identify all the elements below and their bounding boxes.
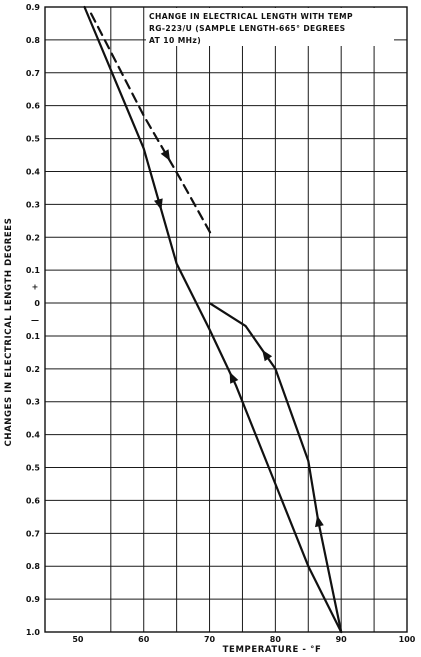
- direction-arrow-2: [262, 349, 273, 362]
- y-tick-label: 0.4: [26, 167, 41, 176]
- y-positive-sign: +: [32, 283, 39, 292]
- y-tick-label: 1.0: [26, 628, 41, 637]
- direction-arrow-3: [160, 149, 171, 161]
- plot-frame: [44, 6, 408, 633]
- y-tick-label: 0.7: [26, 69, 40, 78]
- y-tick-label: 0.9: [26, 595, 41, 604]
- x-tick-labels: 50 60 70 80 90 100: [72, 635, 415, 644]
- x-tick-label: 50: [72, 635, 84, 644]
- y-tick-label: 0.1: [26, 332, 41, 341]
- x-tick-label: 90: [336, 635, 348, 644]
- y-tick-label: 0.3: [26, 398, 40, 407]
- grid: [45, 6, 407, 633]
- y-tick-label: 0.9: [26, 3, 41, 12]
- y-tick-label: 0.2: [26, 233, 40, 242]
- series-line-2: [208, 302, 343, 634]
- y-tick-label: 0.2: [26, 365, 40, 374]
- y-tick-labels: 0.9 0.8 0.7 0.6 0.5 0.4 0.3 0.2 0.1 0 0.1 0.2 0.3 0.4…: [26, 3, 41, 637]
- direction-arrow-1: [229, 371, 239, 384]
- y-tick-label: 0.5: [26, 135, 41, 144]
- direction-arrow-2: [315, 515, 324, 528]
- y-tick-label: 0.5: [26, 464, 41, 473]
- x-tick-label: 100: [399, 635, 416, 644]
- y-tick-label: 0.7: [26, 529, 40, 538]
- chart-title-line-2: RG-223/U (SAMPLE LENGTH-665° DEGREES: [149, 24, 346, 33]
- x-tick-label: 70: [204, 635, 216, 644]
- x-tick-label: 80: [270, 635, 282, 644]
- y-tick-label: 0: [34, 299, 40, 308]
- chart-title-line-1: CHANGE IN ELECTRICAL LENGTH WITH TEMP: [149, 12, 353, 21]
- title-backdrop: [146, 8, 394, 46]
- x-tick-label: 60: [138, 635, 150, 644]
- y-tick-label: 0.6: [26, 496, 41, 505]
- chart-title: CHANGE IN ELECTRICAL LENGTH WITH TEMP RG…: [146, 8, 394, 46]
- y-tick-label: 0.3: [26, 200, 40, 209]
- y-tick-label: 0.6: [26, 102, 41, 111]
- chart-title-line-3: AT 10 MHz): [149, 36, 201, 45]
- y-tick-label: 0.8: [26, 36, 41, 45]
- series-line-1: [83, 5, 343, 634]
- y-tick-label: 0.1: [26, 266, 41, 275]
- series-layer: [83, 5, 343, 634]
- y-tick-label: 0.4: [26, 431, 41, 440]
- y-tick-label: 0.8: [26, 562, 41, 571]
- x-axis-label: TEMPERATURE - °F: [223, 645, 322, 655]
- direction-arrow-1: [154, 198, 163, 211]
- y-negative-sign: —: [31, 316, 39, 325]
- series-line-3: [90, 12, 214, 239]
- y-axis-label: CHANGES IN ELECTRICAL LENGTH DEGREES: [4, 218, 14, 447]
